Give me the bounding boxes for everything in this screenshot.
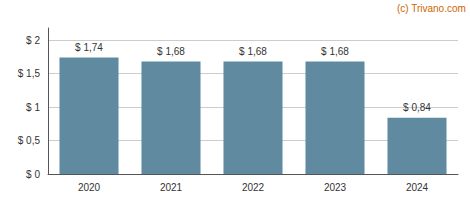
svg-text:$ 2: $ 2: [26, 35, 40, 46]
svg-text:2022: 2022: [242, 182, 265, 193]
svg-text:$ 0,84: $ 0,84: [403, 102, 431, 113]
svg-text:2020: 2020: [78, 182, 101, 193]
svg-text:2021: 2021: [160, 182, 183, 193]
svg-text:$ 0: $ 0: [26, 169, 40, 180]
svg-text:$ 1: $ 1: [26, 102, 40, 113]
svg-text:(c) Trivano.com: (c) Trivano.com: [397, 3, 466, 14]
svg-text:$ 1,68: $ 1,68: [321, 46, 349, 57]
svg-text:$ 1,68: $ 1,68: [239, 46, 267, 57]
svg-text:$ 1,74: $ 1,74: [75, 42, 103, 53]
svg-text:$ 1,5: $ 1,5: [18, 68, 41, 79]
svg-text:$ 0,5: $ 0,5: [18, 135, 41, 146]
svg-text:2024: 2024: [406, 182, 429, 193]
svg-text:$ 1,68: $ 1,68: [157, 46, 185, 57]
svg-text:2023: 2023: [324, 182, 347, 193]
